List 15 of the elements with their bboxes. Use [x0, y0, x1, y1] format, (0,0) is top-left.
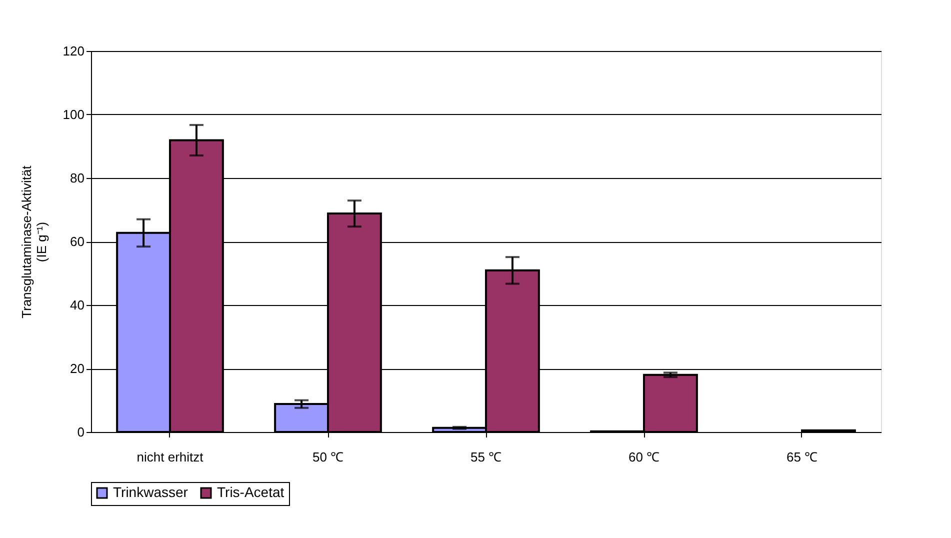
- x-tick-label: 60 ℃: [628, 450, 660, 464]
- y-tick-label: 80: [70, 170, 84, 186]
- x-tick-label: nicht erhitzt: [136, 450, 204, 464]
- y-tick-label: 20: [70, 361, 84, 376]
- x-tick-label: 55 ℃: [470, 450, 502, 464]
- y-tick-label: 40: [70, 298, 84, 312]
- y-tick-label: 0: [77, 424, 84, 440]
- legend-label: Tris-Acetat: [217, 484, 284, 500]
- y-axis-title: Transglutaminase-Aktivität (IE g⁻¹): [18, 165, 49, 318]
- legend-label: Trinkwasser: [113, 484, 188, 500]
- x-tick-label: 50 ℃: [312, 450, 344, 464]
- y-tick-label: 60: [70, 234, 84, 249]
- y-tick-label: 120: [62, 44, 84, 58]
- x-tick-label: 65 ℃: [786, 450, 818, 464]
- y-tick-label: 100: [62, 107, 84, 122]
